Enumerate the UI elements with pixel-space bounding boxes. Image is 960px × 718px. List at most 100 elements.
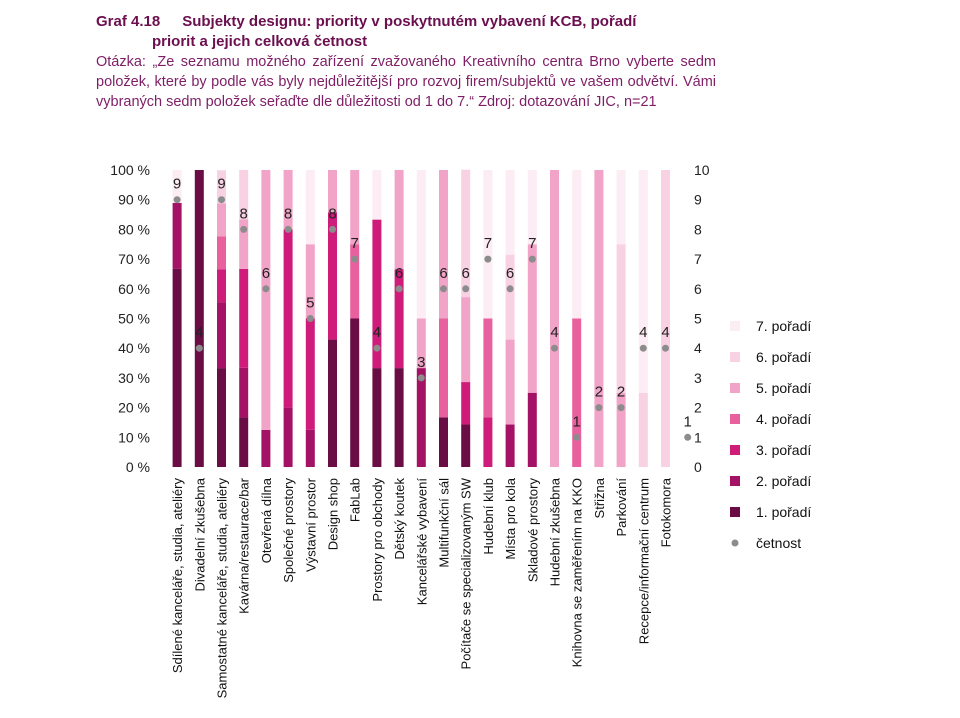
legend-label: 4. pořadí: [756, 411, 811, 427]
bar-segment: [527, 244, 537, 393]
y2-tick-label: 10: [694, 162, 710, 178]
frequency-point: [684, 433, 692, 441]
y2-tick-label: 5: [694, 311, 702, 327]
y2-tick-label: 2: [694, 400, 702, 416]
frequency-label: 1: [684, 413, 692, 430]
y-tick-label: 90 %: [118, 192, 150, 208]
x-tick-label: Sdílené kanceláře, studia, ateliéry: [170, 478, 185, 674]
legend-swatch: [730, 383, 740, 393]
bar-segment: [350, 170, 360, 245]
frequency-label: 4: [639, 324, 647, 341]
x-tick-label: Recepce/informační centrum: [636, 478, 651, 644]
y2-tick-label: 8: [694, 221, 702, 237]
bar-segment: [505, 339, 515, 425]
bar-segment: [439, 170, 448, 319]
bar-segment: [194, 170, 204, 467]
frequency-point: [551, 344, 558, 352]
bar-segment: [661, 170, 670, 467]
legend-swatch: [730, 445, 740, 455]
x-tick-label: Divadelní zkušebna: [192, 477, 207, 591]
bar-segment: [283, 407, 293, 467]
bar-segment: [261, 170, 271, 430]
bar-segment: [550, 170, 559, 467]
y-tick-label: 20 %: [118, 400, 150, 416]
frequency-point: [218, 196, 225, 204]
frequency-label: 2: [595, 384, 603, 401]
x-tick-label: Design shop: [326, 478, 341, 550]
frequency-label: 6: [506, 265, 514, 282]
frequency-point: [395, 285, 403, 293]
x-tick-label: Skladové prostory: [525, 478, 540, 583]
legend-swatch: [730, 352, 740, 362]
bar-segment: [505, 254, 515, 340]
bar-segment: [461, 382, 471, 425]
frequency-label: 6: [439, 265, 447, 282]
y-tick-label: 70 %: [118, 251, 150, 267]
title-line-2: priorit a jejich celková četnost: [152, 33, 368, 50]
bar-segment: [239, 367, 249, 418]
bar-segment: [305, 429, 315, 467]
bar-segment: [217, 302, 226, 369]
bar-segment: [217, 269, 226, 303]
legend-marker: [731, 539, 739, 547]
bar-segment: [594, 170, 604, 467]
bar-segment: [305, 244, 315, 319]
frequency-point: [573, 433, 581, 441]
chart-title: Graf 4.18 Subjekty designu: priority v po…: [96, 12, 716, 32]
x-tick-label: Výstavní prostor: [303, 477, 318, 572]
frequency-label: 7: [484, 235, 492, 252]
x-tick-label: Otevřená dílna: [259, 477, 274, 563]
frequency-label: 8: [328, 205, 336, 222]
bar-segment: [328, 212, 337, 340]
legend-swatch: [730, 321, 740, 331]
bar-segment: [572, 318, 582, 467]
bar-segment: [283, 170, 293, 230]
bar-segment: [461, 424, 471, 467]
y-tick-label: 30 %: [118, 370, 150, 386]
x-tick-label: Hudební zkušebna: [548, 477, 563, 586]
y2-tick-label: 6: [694, 281, 702, 297]
y-tick-label: 100 %: [110, 162, 150, 178]
bar-segment: [217, 203, 226, 237]
x-tick-label: Společné prostory: [281, 478, 296, 583]
y2-tick-label: 0: [694, 459, 702, 475]
x-tick-label: Počítače se specializovaným SW: [459, 477, 474, 669]
frequency-label: 1: [573, 413, 581, 430]
frequency-label: 6: [462, 265, 470, 282]
bar-segment: [372, 170, 382, 220]
bar-segment: [483, 318, 493, 418]
frequency-label: 4: [550, 324, 558, 341]
bar-segment: [372, 219, 382, 369]
x-tick-label: Multifunkční sál: [437, 478, 452, 568]
legend-swatch: [730, 507, 740, 517]
x-tick-label: Střižna: [592, 477, 607, 518]
bar-segment: [305, 170, 315, 245]
x-tick-label: FabLab: [348, 478, 363, 522]
legend-label: 1. pořadí: [756, 504, 811, 520]
x-tick-label: Prostory pro obchody: [370, 478, 385, 602]
frequency-label: 9: [217, 176, 225, 193]
bar-segment: [416, 368, 426, 467]
title-line-1: Subjekty designu: priority v poskytnutém…: [182, 13, 637, 30]
question-text: Otázka: „Ze seznamu možného zařízení zva…: [96, 54, 716, 110]
bar-segment: [483, 417, 493, 467]
frequency-label: 7: [351, 235, 359, 252]
bar-segment: [217, 236, 226, 270]
y-tick-label: 0 %: [126, 459, 150, 475]
bar-segment: [439, 417, 448, 467]
legend-label: 2. pořadí: [756, 473, 811, 489]
x-tick-label: Fotokomora: [659, 477, 674, 547]
bar-segment: [527, 392, 537, 467]
frequency-label: 3: [417, 354, 425, 371]
y2-tick-label: 7: [694, 251, 702, 267]
frequency-point: [284, 225, 292, 233]
legend-label: četnost: [756, 535, 801, 551]
bar-segment: [350, 318, 360, 467]
frequency-label: 2: [617, 384, 625, 401]
x-tick-label: Kavárna/restaurace/bar: [237, 477, 252, 614]
frequency-label: 7: [528, 235, 536, 252]
frequency-point: [173, 196, 181, 204]
legend-swatch: [730, 414, 740, 424]
frequency-point: [662, 344, 669, 352]
